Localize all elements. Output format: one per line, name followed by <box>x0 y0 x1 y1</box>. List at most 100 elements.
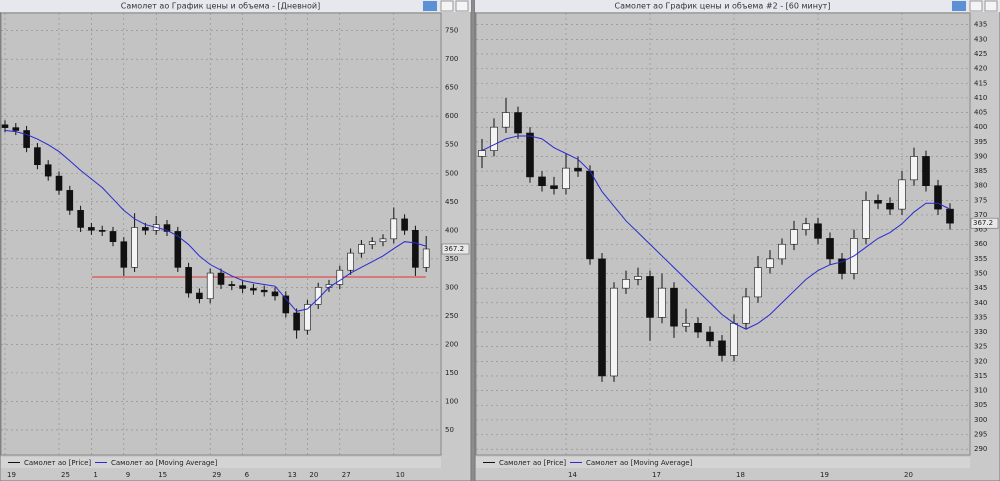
candle-body <box>646 276 654 318</box>
candle-body <box>634 276 642 280</box>
y-tick-label: 365 <box>974 226 987 234</box>
candle-body <box>490 126 498 151</box>
candle-body <box>401 218 408 231</box>
title-bar <box>475 0 1000 12</box>
candle-body <box>228 284 236 286</box>
candle-body <box>131 227 138 268</box>
candle-body <box>802 223 810 230</box>
y-tick-label: 425 <box>974 50 987 58</box>
candle-body <box>550 185 558 189</box>
x-tick-label: 19 <box>7 471 16 479</box>
candle-body <box>946 208 954 224</box>
x-tick-label: 13 <box>288 471 297 479</box>
y-tick-label: 355 <box>974 255 987 263</box>
pin-button[interactable] <box>952 1 966 11</box>
candle-body <box>98 229 106 232</box>
candle-body <box>862 200 870 239</box>
price-marker-label: 367.2 <box>444 245 464 253</box>
y-tick-label: 410 <box>974 94 987 102</box>
candle-body <box>304 304 311 331</box>
candle-body <box>358 244 365 254</box>
legend-bar <box>1 457 441 468</box>
candle-body <box>478 150 486 157</box>
candle-body <box>34 147 41 166</box>
candle-body <box>778 243 786 260</box>
x-tick-label: 10 <box>396 471 405 479</box>
y-tick-label: 400 <box>974 123 987 131</box>
candle-body <box>838 258 846 274</box>
candle-body <box>250 288 257 291</box>
candle-body <box>120 241 128 268</box>
y-tick-label: 420 <box>974 65 987 73</box>
price-marker <box>970 217 999 229</box>
candle-body <box>142 227 149 231</box>
candle-body <box>586 170 594 260</box>
candle-body <box>390 218 398 240</box>
x-tick-label: 1 <box>93 471 97 479</box>
candle-body <box>379 238 387 242</box>
x-tick-label: 25 <box>61 471 70 479</box>
x-tick-label: 18 <box>736 471 745 479</box>
y-tick-label: 750 <box>445 27 458 35</box>
y-tick-label: 150 <box>445 369 458 377</box>
candle-body <box>526 132 534 178</box>
candle-body <box>271 291 279 297</box>
close-button[interactable] <box>455 0 469 12</box>
candle-body <box>88 227 95 231</box>
plot-area <box>475 12 971 456</box>
title-bar <box>0 0 471 12</box>
candle-body <box>574 167 582 172</box>
y-tick-label: 335 <box>974 313 987 321</box>
candle-body <box>682 322 690 327</box>
candle-body <box>239 285 246 289</box>
candle-body <box>347 252 354 271</box>
candle-body <box>886 202 894 210</box>
candle-body <box>934 185 942 210</box>
candle-body <box>23 130 30 148</box>
candle-body <box>610 287 618 377</box>
y-tick-label: 370 <box>974 211 987 219</box>
candle-body <box>368 241 376 245</box>
candle-body <box>185 267 192 294</box>
candle-body <box>260 289 268 293</box>
y-tick-label: 300 <box>445 283 458 291</box>
candle-body <box>412 229 419 268</box>
y-tick-label: 315 <box>974 372 987 380</box>
legend-bar <box>476 457 970 468</box>
candle-body <box>66 190 74 211</box>
candle-body <box>910 156 918 181</box>
x-tick-label: 6 <box>245 471 250 479</box>
candle-body <box>55 175 63 191</box>
y-tick-label: 430 <box>974 35 987 43</box>
y-tick-label: 550 <box>445 141 458 149</box>
candle-body <box>922 156 930 187</box>
candle-body <box>514 112 522 134</box>
restore-button[interactable] <box>440 0 454 12</box>
restore-button[interactable] <box>969 0 983 12</box>
candle-body <box>790 229 798 245</box>
y-tick-label: 350 <box>445 255 458 263</box>
candle-body <box>718 340 726 356</box>
pin-button[interactable] <box>423 1 437 11</box>
y-tick-label: 100 <box>445 397 458 405</box>
y-tick-label: 345 <box>974 284 987 292</box>
candle-body <box>109 231 117 242</box>
close-button[interactable] <box>984 0 998 12</box>
y-tick-label: 405 <box>974 109 987 117</box>
candle-body <box>598 258 606 377</box>
candle-body <box>206 272 214 300</box>
moving-average-line <box>4 129 427 312</box>
candle-body <box>622 279 630 289</box>
y-tick-label: 400 <box>445 226 458 234</box>
candle-body <box>814 223 822 239</box>
candle-body <box>754 267 762 298</box>
y-tick-label: 325 <box>974 343 987 351</box>
candle-body <box>163 224 171 232</box>
candle-body <box>898 179 906 210</box>
candle-body <box>826 238 834 260</box>
y-tick-label: 330 <box>974 328 987 336</box>
candle-body <box>77 210 84 228</box>
x-tick-label: 20 <box>309 471 318 479</box>
candle-body <box>293 312 300 331</box>
